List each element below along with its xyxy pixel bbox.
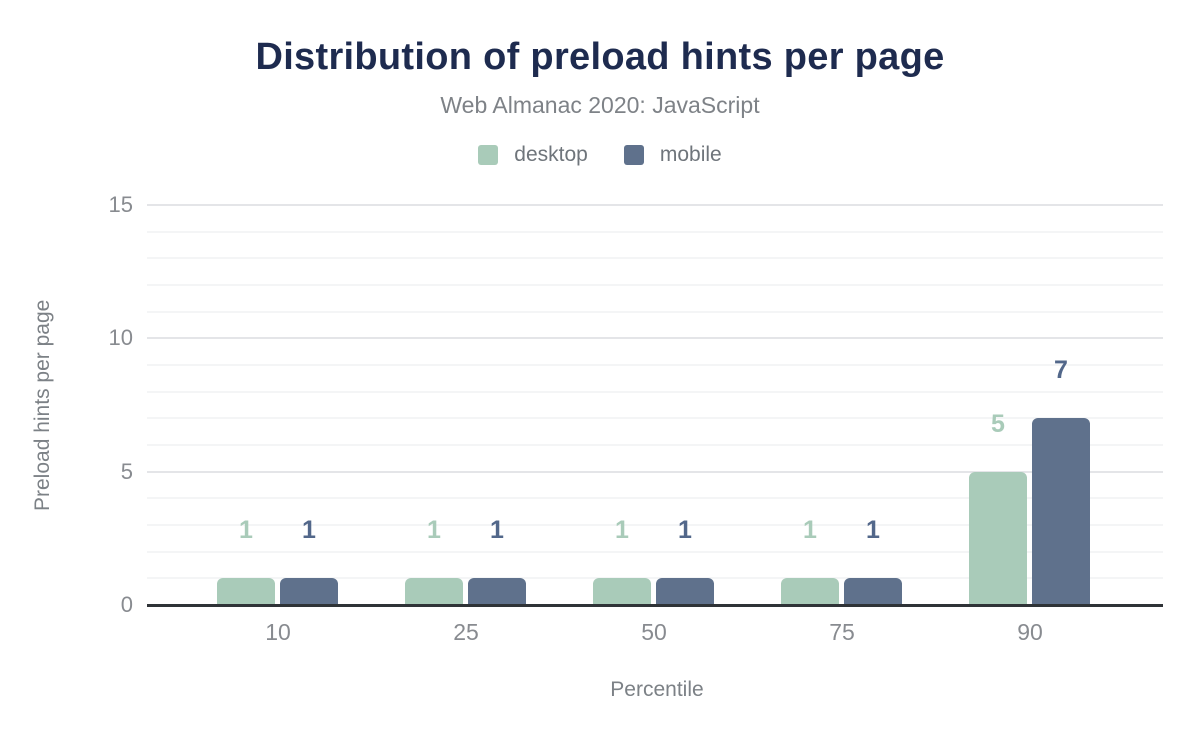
legend: desktop mobile bbox=[0, 143, 1200, 167]
bar-mobile-p10[interactable] bbox=[280, 578, 338, 605]
bar-mobile-p75[interactable] bbox=[844, 578, 902, 605]
bar-desktop-p90[interactable] bbox=[969, 471, 1027, 605]
chart-subtitle: Web Almanac 2020: JavaScript bbox=[440, 92, 760, 118]
minor-gridline bbox=[147, 284, 1163, 286]
bar-value-label-desktop-p75: 1 bbox=[803, 516, 817, 545]
major-gridline bbox=[147, 470, 1163, 473]
minor-gridline bbox=[147, 390, 1163, 393]
x-tick-label: 25 bbox=[453, 619, 479, 645]
plot-area: 0 5 10 15 10 25 50 75 90 1 1 1 1 5 1 1 1 1 7 bbox=[109, 192, 1163, 645]
bar-value-label-desktop-p10: 1 bbox=[239, 516, 253, 545]
legend-swatch-mobile-icon bbox=[623, 145, 644, 165]
minor-gridline bbox=[147, 310, 1163, 313]
bar-value-label-mobile-p25: 1 bbox=[490, 516, 504, 545]
minor-gridline bbox=[147, 417, 1163, 420]
y-tick-label: 0 bbox=[120, 592, 133, 617]
bar-desktop-p10[interactable] bbox=[217, 578, 275, 605]
bar-value-label-mobile-p10: 1 bbox=[302, 516, 316, 545]
bar-value-label-mobile-p50: 1 bbox=[678, 516, 692, 545]
bar-desktop-p25[interactable] bbox=[405, 578, 463, 605]
bar-value-label-desktop-p90: 5 bbox=[991, 409, 1005, 438]
minor-gridline bbox=[147, 577, 1163, 580]
x-tick-label: 90 bbox=[1017, 619, 1043, 645]
minor-gridline bbox=[147, 364, 1163, 366]
legend-item-mobile[interactable]: mobile bbox=[623, 143, 722, 167]
legend-label-mobile: mobile bbox=[659, 143, 722, 166]
y-tick-label: 15 bbox=[108, 192, 133, 217]
x-tick-label: 75 bbox=[829, 619, 855, 645]
minor-gridline bbox=[147, 524, 1163, 526]
major-gridline bbox=[147, 204, 1163, 206]
y-tick-label: 10 bbox=[108, 325, 133, 351]
minor-gridline bbox=[147, 257, 1163, 260]
bar-desktop-p75[interactable] bbox=[781, 578, 839, 605]
bar-value-label-mobile-p75: 1 bbox=[866, 516, 880, 545]
y-axis-title: Preload hints per page bbox=[31, 299, 54, 511]
minor-gridline bbox=[147, 497, 1163, 500]
chart-title: Distribution of preload hints per page bbox=[255, 36, 945, 78]
bar-value-label-mobile-p90: 7 bbox=[1054, 356, 1068, 385]
x-axis-title: Percentile bbox=[610, 678, 704, 701]
x-tick-label: 50 bbox=[641, 619, 667, 645]
minor-gridline bbox=[147, 230, 1163, 233]
bar-value-label-desktop-p25: 1 bbox=[427, 516, 441, 545]
bar-value-label-desktop-p50: 1 bbox=[615, 516, 629, 545]
x-tick-label: 10 bbox=[265, 619, 291, 645]
legend-swatch-desktop-icon bbox=[478, 145, 499, 165]
bar-mobile-p50[interactable] bbox=[656, 578, 714, 605]
legend-label-desktop: desktop bbox=[514, 143, 588, 166]
y-tick-label: 5 bbox=[120, 458, 133, 484]
bar-mobile-p90[interactable] bbox=[1032, 418, 1090, 605]
x-axis-line bbox=[147, 604, 1163, 607]
major-gridline bbox=[147, 337, 1163, 340]
legend-item-desktop[interactable]: desktop bbox=[478, 143, 588, 167]
bar-mobile-p25[interactable] bbox=[468, 578, 526, 605]
bar-desktop-p50[interactable] bbox=[593, 578, 651, 605]
minor-gridline bbox=[147, 550, 1163, 553]
minor-gridline bbox=[147, 444, 1163, 446]
